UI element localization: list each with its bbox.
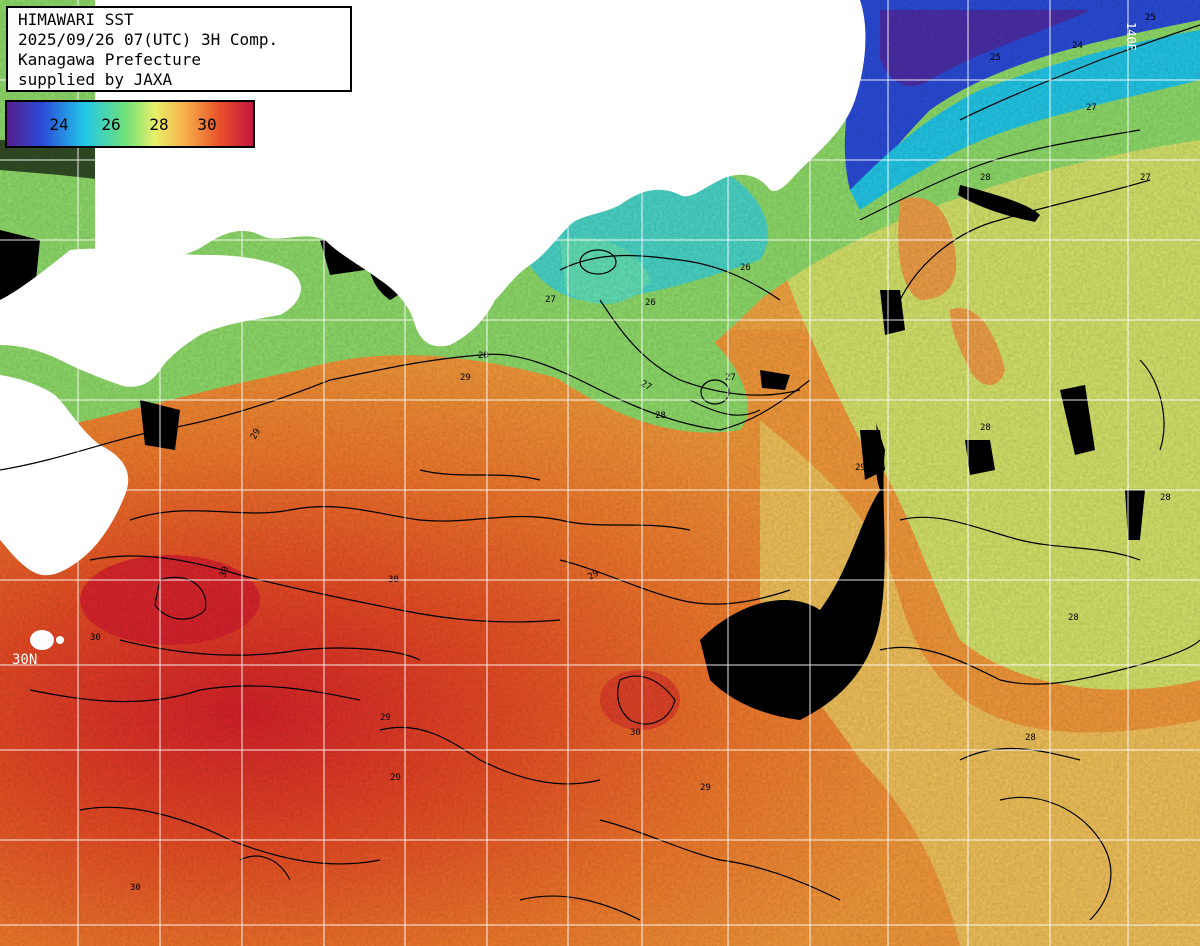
color-scale-bar: [7, 102, 253, 146]
svg-text:28: 28: [1160, 493, 1171, 503]
svg-text:28: 28: [1068, 613, 1079, 623]
svg-text:27: 27: [1140, 173, 1151, 183]
color-scale: 24 26 28 30: [5, 100, 255, 148]
svg-text:28: 28: [980, 173, 991, 183]
svg-text:27: 27: [725, 373, 736, 383]
lon-label-135e: 135E: [486, 6, 500, 35]
svg-text:28: 28: [478, 351, 489, 361]
svg-text:29: 29: [460, 373, 471, 383]
svg-text:30: 30: [90, 633, 101, 643]
svg-text:24: 24: [1072, 41, 1083, 51]
color-scale-labels: 24 26 28 30: [7, 102, 253, 146]
svg-text:26: 26: [645, 298, 656, 308]
svg-text:29: 29: [249, 427, 263, 441]
svg-text:29: 29: [587, 569, 601, 583]
title-line-prefecture: Kanagawa Prefecture: [18, 50, 202, 69]
scale-label-30: 30: [197, 115, 217, 134]
svg-text:29: 29: [380, 713, 391, 723]
svg-text:28: 28: [1025, 733, 1036, 743]
svg-text:28: 28: [980, 423, 991, 433]
svg-text:25: 25: [990, 53, 1001, 63]
scale-label-28: 28: [149, 115, 169, 134]
lat-label-30n: 30N: [12, 652, 38, 668]
svg-text:30: 30: [130, 883, 141, 893]
title-box: HIMAWARI SST 2025/09/26 07(UTC) 3H Comp.…: [6, 6, 352, 92]
title-line-datetime: 2025/09/26 07(UTC) 3H Comp.: [18, 30, 279, 49]
svg-text:26: 26: [740, 263, 751, 273]
scale-label-26: 26: [101, 115, 121, 134]
svg-text:25: 25: [1145, 13, 1156, 23]
title-line-credit: supplied by JAXA: [18, 70, 173, 89]
svg-text:29: 29: [855, 463, 866, 473]
scale-label-24: 24: [49, 115, 69, 134]
svg-text:29: 29: [390, 773, 401, 783]
svg-text:29: 29: [700, 783, 711, 793]
lon-label-140e: 140E: [1124, 22, 1138, 51]
svg-text:30: 30: [630, 728, 641, 738]
svg-text:30: 30: [218, 565, 231, 579]
contour-labels: 30 29 30 29 29 30 27 27 27 26 26 28 28 2…: [90, 13, 1171, 893]
svg-text:28: 28: [655, 411, 666, 421]
svg-text:27: 27: [1086, 103, 1097, 113]
title-line-product: HIMAWARI SST: [18, 10, 134, 29]
svg-text:27: 27: [545, 295, 556, 305]
